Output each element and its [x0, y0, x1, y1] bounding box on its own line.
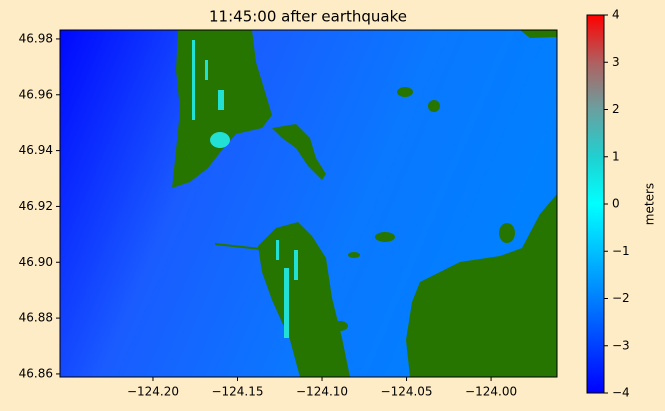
map-field	[60, 30, 557, 377]
y-tick-label: 46.96	[19, 87, 53, 101]
y-tick-label: 46.98	[19, 31, 53, 45]
x-tick-label: −124.10	[296, 385, 348, 399]
y-tick-label: 46.88	[19, 311, 53, 325]
y-tick-label: 46.86	[19, 366, 53, 380]
y-tick-label: 46.92	[19, 199, 53, 213]
colorbar	[586, 14, 605, 394]
colorbar-tick-label: 0	[612, 197, 620, 211]
chart-title: 11:45:00 after earthquake	[209, 8, 407, 26]
plot-frame	[59, 29, 558, 378]
colorbar-tick-label: −1	[612, 244, 630, 258]
x-tick-label: −124.05	[381, 385, 433, 399]
x-tick-label: −124.15	[211, 385, 263, 399]
colorbar-tick-label: 3	[612, 55, 620, 69]
x-tick-label: −124.00	[465, 385, 517, 399]
x-tick-label: −124.20	[127, 385, 179, 399]
colorbar-tick-label: −4	[612, 386, 630, 400]
y-tick-label: 46.90	[19, 255, 53, 269]
colorbar-tick-label: −2	[612, 291, 630, 305]
colorbar-tick-label: 4	[612, 8, 620, 22]
colorbar-tick-label: 2	[612, 102, 620, 116]
colorbar-label: meters	[643, 183, 657, 225]
colorbar-tick-label: 1	[612, 149, 620, 163]
colorbar-tick-label: −3	[612, 338, 630, 352]
y-tick-label: 46.94	[19, 143, 53, 157]
